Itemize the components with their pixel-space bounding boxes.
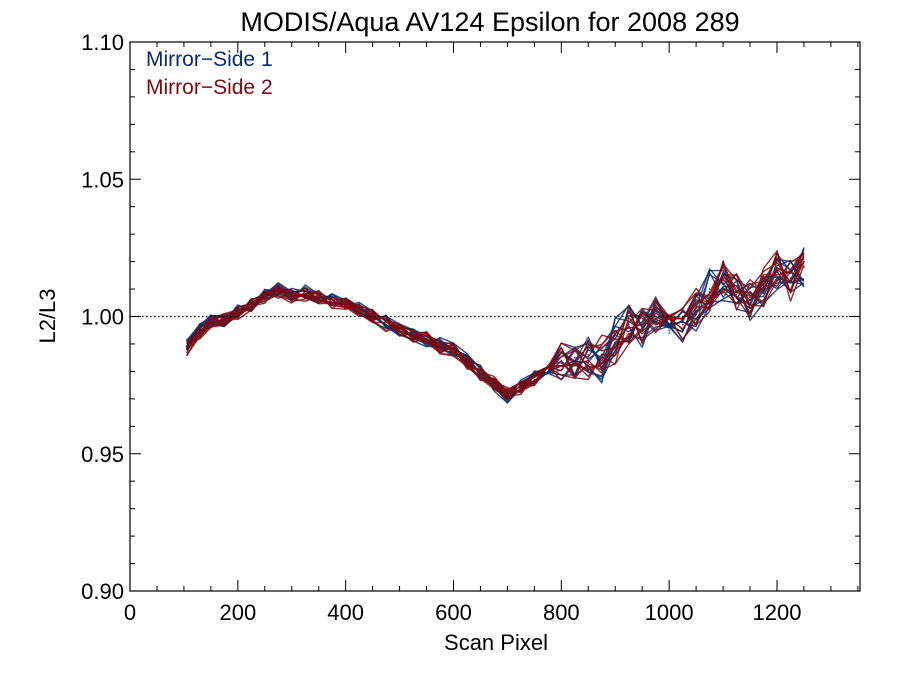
series-2-point	[304, 293, 307, 296]
series-2-point	[358, 310, 360, 312]
series-2-point	[708, 290, 711, 293]
series-2-point	[237, 312, 239, 315]
series-2-point	[668, 329, 670, 332]
series-2-point	[331, 301, 333, 304]
series-1-point	[708, 288, 711, 290]
y-tick-label: 1.10	[81, 30, 124, 55]
series-2-point	[493, 381, 495, 384]
series-2-point	[371, 315, 374, 318]
series-2-point	[654, 318, 657, 321]
series-1-point	[681, 323, 684, 326]
x-axis-title: Scan Pixel	[444, 630, 548, 655]
series-1-point	[560, 359, 563, 362]
series-2-point	[749, 296, 751, 299]
series-2-point	[547, 367, 549, 370]
series-traces	[185, 247, 805, 404]
series-1-point	[789, 277, 792, 279]
series-2-point	[452, 348, 455, 351]
series-2-point	[560, 362, 563, 364]
legend: Mirror−Side 1 Mirror−Side 2	[146, 48, 273, 99]
series-2-point	[776, 269, 778, 271]
series-1-point	[735, 293, 738, 296]
axes: 0 200 400 600 800 1000 1200 0.90 0.95 1.00 1.05 1.1…	[81, 30, 861, 625]
series-1-point	[722, 282, 724, 285]
x-tick-label: 1200	[752, 600, 801, 625]
series-2-point	[277, 290, 280, 293]
x-tick-label: 1000	[645, 600, 694, 625]
series-2-point	[614, 343, 617, 345]
series-2-point	[789, 280, 792, 282]
legend-mirror-side-1: Mirror−Side 1	[146, 48, 273, 71]
y-axis-title: L2/L3	[35, 288, 60, 343]
x-tick-label: 200	[219, 600, 256, 625]
series-2-point	[627, 323, 630, 326]
x-tick-label: 600	[435, 600, 472, 625]
series-2-point	[223, 318, 226, 321]
series-2-trace-8	[186, 261, 805, 391]
series-2-point	[344, 301, 347, 304]
series-2-point	[466, 362, 468, 364]
series-2-point	[803, 260, 805, 263]
series-2-trace-6	[186, 258, 804, 399]
x-tick-label: 800	[543, 600, 580, 625]
series-2-trace-10	[186, 251, 805, 396]
legend-mirror-side-2: Mirror−Side 2	[146, 76, 273, 99]
x-tick-label: 400	[327, 600, 364, 625]
series-2-point	[573, 356, 576, 359]
series-2-point	[681, 321, 684, 323]
series-2-point	[385, 323, 387, 326]
series-2-point	[520, 387, 522, 389]
series-2-traces	[185, 250, 805, 401]
y-tick-label: 1.05	[81, 167, 124, 192]
series-2-point	[735, 290, 738, 293]
series-2-point	[600, 354, 603, 356]
series-2-point	[210, 321, 212, 323]
series-1-point	[668, 332, 670, 334]
series-2-point	[412, 334, 414, 337]
chart-title: MODIS/Aqua AV124 Epsilon for 2008 289	[240, 7, 739, 37]
series-1-point	[587, 354, 590, 356]
y-tick-label: 1.00	[81, 305, 124, 330]
series-2-point	[199, 332, 201, 334]
y-tick-label: 0.90	[81, 579, 124, 604]
series-2-point	[439, 345, 441, 348]
series-2-point	[722, 280, 724, 282]
series-2-point	[641, 326, 643, 329]
x-tick-label: 0	[124, 600, 136, 625]
series-2-point	[317, 296, 320, 299]
series-2-point	[587, 359, 590, 362]
series-2-trace-9	[186, 262, 805, 400]
series-2-point	[290, 296, 293, 299]
series-2-point	[250, 304, 253, 307]
series-2-point	[185, 348, 188, 351]
series-1-point	[547, 370, 549, 373]
series-2-point	[263, 296, 266, 299]
series-2-point	[762, 285, 765, 288]
series-2-point	[506, 392, 509, 395]
y-tick-label: 0.95	[81, 442, 124, 467]
series-2-point	[533, 378, 536, 381]
series-2-point	[695, 307, 697, 310]
series-2-point	[398, 329, 401, 332]
series-2-point	[479, 373, 482, 375]
series-2-point	[425, 337, 428, 340]
